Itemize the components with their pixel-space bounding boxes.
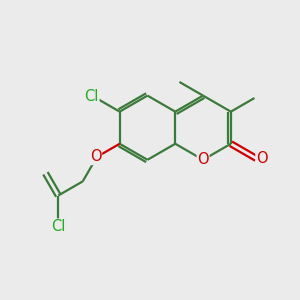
Text: Cl: Cl (84, 89, 99, 104)
Text: O: O (197, 152, 209, 167)
Text: Cl: Cl (51, 219, 65, 234)
Text: O: O (90, 149, 101, 164)
Text: O: O (256, 151, 268, 166)
